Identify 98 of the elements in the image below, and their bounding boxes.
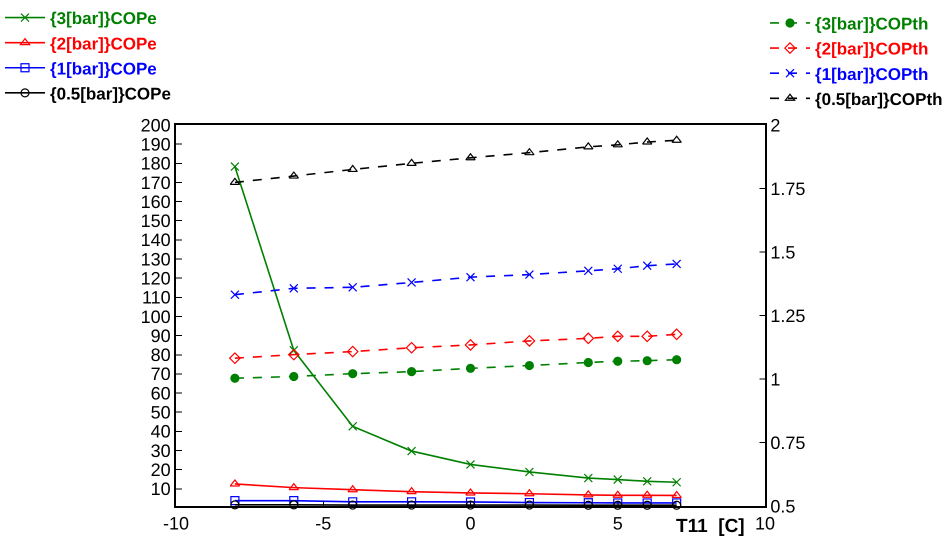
y2-tick-label: 1.25: [770, 306, 806, 326]
y-tick-label: 130: [140, 249, 171, 270]
point: [524, 467, 534, 477]
point: [407, 367, 416, 376]
x-tick-label: 0: [465, 513, 476, 534]
y-tick-label: 150: [140, 211, 171, 232]
legend-label: {3[bar]}COPe: [50, 9, 157, 28]
y-tick-label: 140: [140, 230, 171, 250]
point: [466, 460, 476, 470]
x-tick-label: -5: [315, 513, 332, 534]
point: [672, 259, 682, 269]
legend-label: {0.5[bar]}COPth: [815, 90, 943, 109]
point: [406, 342, 418, 354]
legend-label: {2[bar]}COPe: [50, 34, 157, 54]
point: [229, 352, 241, 364]
point: [289, 346, 298, 355]
point: [466, 500, 476, 510]
point: [346, 346, 358, 358]
point: [642, 137, 652, 145]
point: [584, 473, 593, 483]
y-tick-label: 40: [150, 422, 171, 442]
y-tick-label: 170: [140, 172, 171, 193]
point: [584, 266, 593, 276]
y2-tick-label: 1.5: [770, 242, 796, 262]
legend-label: {1[bar]}COPe: [50, 59, 157, 78]
point: [230, 290, 240, 300]
y2-tick-label: 1: [770, 369, 780, 390]
point: [613, 356, 622, 366]
point: [670, 328, 682, 340]
point: [347, 164, 358, 172]
point: [642, 356, 652, 366]
y2-tick-label: 0.75: [770, 432, 806, 453]
point: [230, 479, 240, 487]
point: [524, 360, 534, 370]
point: [464, 339, 476, 351]
y-tick-label: 60: [150, 383, 171, 404]
point: [230, 162, 240, 172]
y-tick-label: 20: [150, 460, 171, 480]
y-tick-label: 160: [140, 192, 171, 212]
legend-label: {0.5[bar]}COPe: [50, 84, 171, 104]
point: [613, 264, 622, 274]
y-tick-label: 180: [140, 154, 171, 174]
point: [524, 500, 534, 510]
point: [524, 270, 534, 280]
y-tick-label: 120: [140, 268, 171, 288]
y-tick-label: 190: [140, 134, 171, 154]
point: [407, 500, 416, 510]
point: [672, 500, 682, 510]
point: [524, 335, 536, 347]
y-tick-label: 10: [150, 479, 171, 500]
point: [289, 284, 298, 293]
y2-tick-label: 2: [770, 115, 780, 136]
point: [289, 372, 298, 382]
y-tick-label: 80: [150, 345, 171, 366]
point: [672, 355, 682, 364]
point: [612, 490, 623, 498]
point: [612, 140, 623, 148]
point: [230, 496, 240, 506]
y-tick-label: 110: [142, 288, 171, 308]
y-tick-label: 30: [150, 440, 171, 461]
point: [289, 500, 298, 510]
point: [230, 500, 240, 510]
y-tick-label: 200: [140, 115, 171, 136]
point: [348, 422, 358, 431]
point: [288, 348, 300, 360]
point: [584, 358, 593, 368]
y-tick-label: 90: [150, 326, 171, 346]
y-tick-label: 100: [140, 306, 171, 327]
point: [642, 500, 652, 510]
legend-label: {3[bar]}COPth: [815, 14, 928, 34]
y-tick-label: 50: [150, 402, 171, 422]
y2-tick-label: 1.75: [770, 178, 806, 199]
point: [672, 478, 682, 487]
point: [642, 261, 652, 270]
y-tick-label: 70: [150, 364, 171, 384]
point: [348, 369, 358, 378]
point: [348, 500, 358, 510]
point: [613, 474, 622, 484]
point: [407, 446, 416, 456]
point: [584, 500, 593, 510]
point: [288, 171, 300, 179]
point: [407, 278, 416, 288]
x-tick-label: 5: [612, 513, 623, 534]
point: [466, 364, 476, 373]
point: [641, 330, 653, 342]
x-axis-title: T11 [C]: [676, 516, 745, 537]
point: [348, 282, 358, 292]
x-tick-label: -10: [162, 513, 190, 534]
point: [465, 488, 476, 496]
point: [230, 374, 240, 383]
point: [613, 500, 622, 510]
legend-label: {2[bar]}COPth: [815, 40, 928, 59]
point: [582, 332, 594, 344]
point: [612, 330, 624, 342]
point: [642, 476, 652, 486]
point: [466, 272, 476, 282]
legend-label: {1[bar]}COPth: [815, 64, 928, 84]
point: [671, 490, 682, 498]
